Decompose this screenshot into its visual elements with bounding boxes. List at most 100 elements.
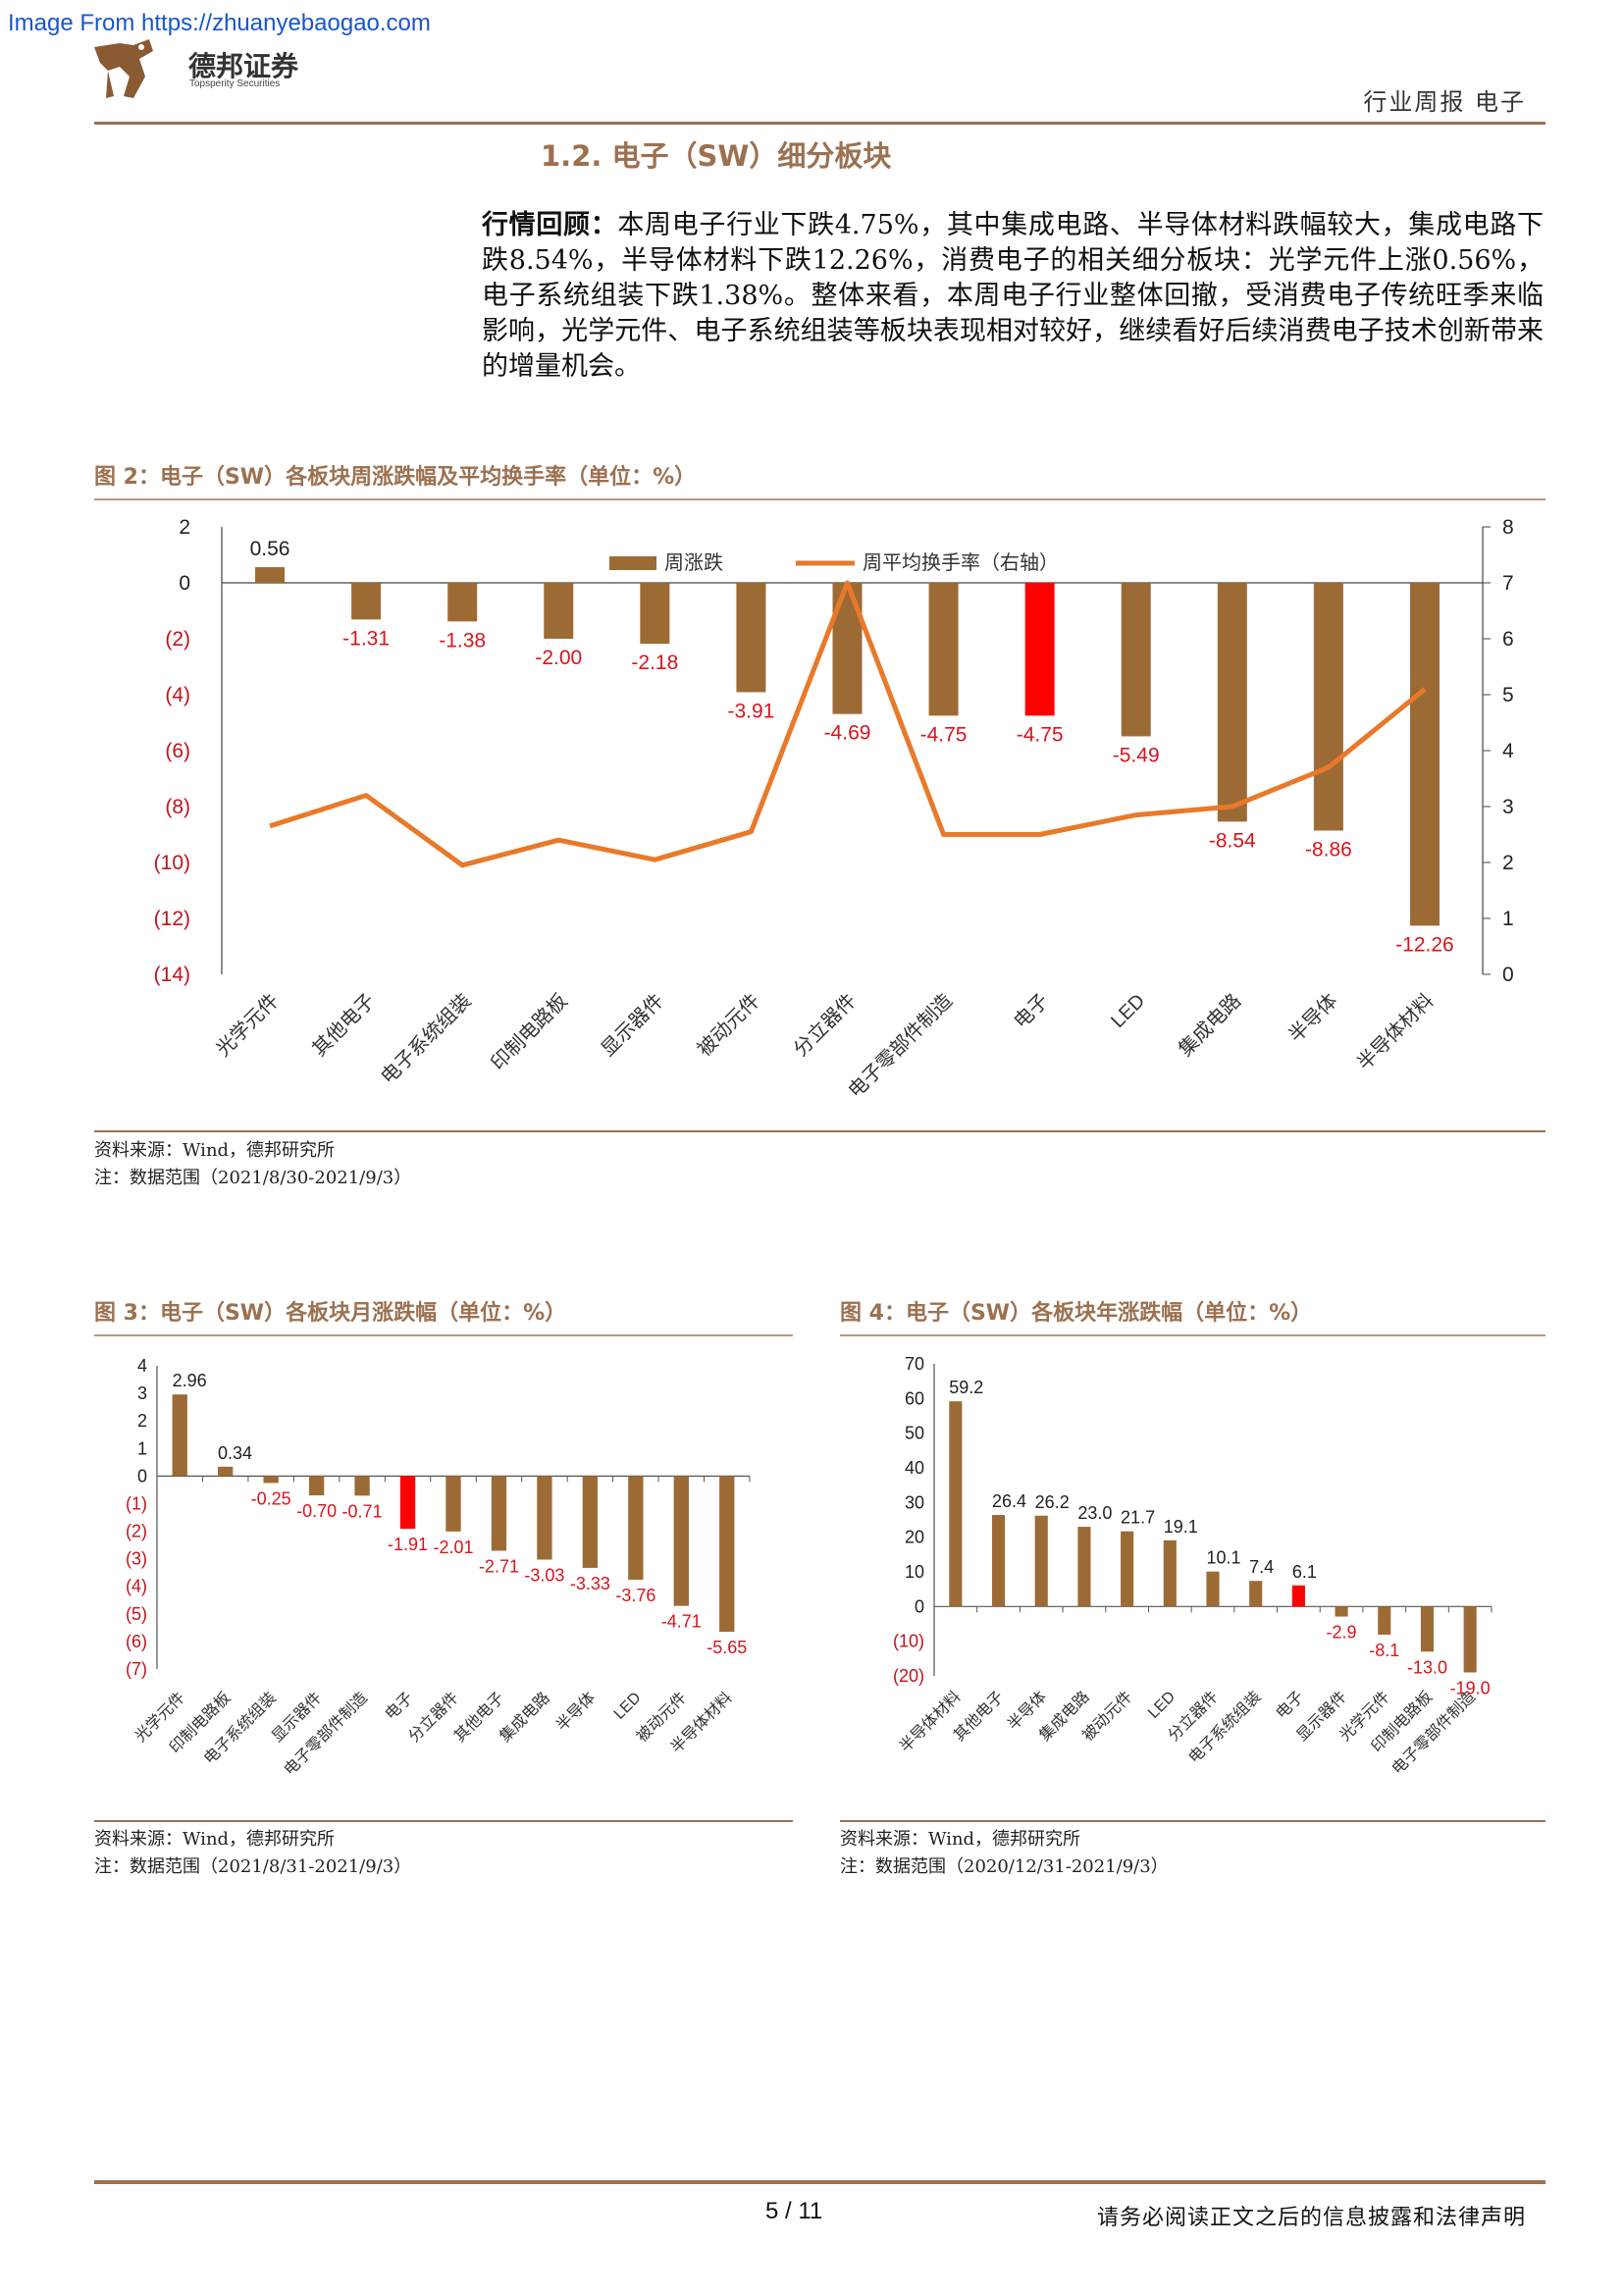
yearly-change-chart: 706050403020100(10)(20)59.2半导体材料26.4其他电子… [893, 1354, 1493, 1778]
y-tick-label: 60 [905, 1388, 924, 1408]
data-label: -2.18 [631, 652, 678, 674]
bar [1077, 1527, 1091, 1607]
category-label: 电子 [1273, 1688, 1307, 1722]
legal-disclaimer: 请务必阅读正文之后的信息披露和法律声明 [1096, 2206, 1526, 2230]
bar [1463, 1606, 1477, 1673]
turnover-rate-line [269, 580, 1427, 868]
y-tick-label: 50 [905, 1424, 924, 1443]
category-label: 集成电路 [497, 1689, 553, 1746]
y-tick-label: 3 [137, 1383, 147, 1403]
left-tick-label: (10) [154, 852, 190, 874]
left-tick-label: (4) [165, 684, 190, 706]
category-label: 电子 [1010, 989, 1054, 1033]
bar [255, 567, 286, 583]
bar [1206, 1571, 1220, 1607]
y-tick-label: (4) [126, 1577, 147, 1596]
legend-bar-label: 周涨跌 [664, 551, 723, 574]
bar [1409, 583, 1440, 926]
data-label: -1.38 [439, 629, 486, 652]
left-tick-label: (14) [154, 964, 190, 986]
footer-divider [94, 2180, 1545, 2184]
figure-3-source: 资料来源：Wind，德邦研究所 [94, 1829, 336, 1850]
right-tick-label: 2 [1502, 852, 1514, 874]
bar [218, 1466, 234, 1477]
page-number: 5 / 11 [765, 2198, 823, 2224]
bar [1024, 583, 1055, 716]
data-label: -0.25 [251, 1488, 291, 1508]
bar [1121, 583, 1151, 737]
data-label: 0.34 [218, 1443, 252, 1463]
left-tick-label: (6) [165, 740, 190, 762]
data-label: -2.9 [1327, 1623, 1357, 1643]
data-label: -2.01 [433, 1538, 473, 1557]
bar [1313, 583, 1343, 831]
bar [628, 1476, 644, 1580]
data-label: 10.1 [1206, 1548, 1240, 1568]
bar [949, 1401, 963, 1607]
data-label: -1.31 [342, 627, 390, 650]
bar [1335, 1606, 1348, 1617]
bar [263, 1476, 279, 1484]
left-tick-label: (2) [165, 628, 190, 651]
y-tick-label: 10 [905, 1562, 924, 1582]
y-tick-label: (6) [126, 1632, 147, 1651]
category-label: LED [611, 1690, 645, 1723]
figure-4-top-rule [840, 1334, 1545, 1336]
figure-3-title: 图 3：电子（SW）各板块月涨跌幅（单位：%） [94, 1301, 567, 1326]
legend-bar-swatch [609, 556, 656, 570]
data-label: 0.56 [250, 538, 290, 560]
bar [354, 1476, 370, 1496]
data-label: -8.1 [1369, 1641, 1399, 1660]
bar [719, 1476, 735, 1633]
bar [1420, 1606, 1435, 1652]
y-tick-label: (5) [126, 1604, 147, 1624]
category-label: 集成电路 [1175, 989, 1246, 1061]
y-tick-label: 1 [137, 1438, 147, 1458]
figure-2-title: 图 2：电子（SW）各板块周涨跌幅及平均换手率（单位：%） [94, 465, 697, 490]
y-tick-label: (2) [126, 1522, 147, 1541]
data-label: -3.33 [570, 1574, 610, 1593]
brand-name-cn: 德邦证券 [188, 50, 299, 82]
data-label: 19.1 [1164, 1517, 1198, 1537]
bar [399, 1476, 416, 1530]
y-tick-label: 20 [905, 1528, 924, 1547]
data-label: -2.71 [479, 1556, 519, 1576]
right-tick-label: 0 [1502, 964, 1514, 986]
data-label: -1.91 [388, 1535, 428, 1554]
category-label: 光学元件 [212, 989, 284, 1061]
y-tick-label: 30 [905, 1492, 924, 1512]
right-tick-label: 4 [1502, 740, 1514, 762]
category-label: 电子系统组装 [1185, 1688, 1265, 1767]
figure-4-note: 注：数据范围（2020/12/31-2021/9/3） [840, 1856, 1169, 1877]
bar [537, 1476, 552, 1560]
data-label: 6.1 [1292, 1562, 1317, 1582]
bar [640, 583, 670, 645]
data-label: 59.2 [949, 1378, 983, 1397]
bar [1121, 1531, 1134, 1607]
report-category: 行业周报 电子 [1363, 88, 1526, 116]
bar [673, 1476, 689, 1606]
category-label: 其他电子 [308, 989, 380, 1061]
data-label: -4.69 [824, 722, 871, 745]
category-label: 电子系统组装 [377, 989, 476, 1088]
y-tick-label: (20) [893, 1666, 924, 1686]
data-label: -19.0 [1450, 1678, 1491, 1697]
weekly-change-chart: 2 0 (2) (4) (6) (8) (10) (12) (14) 8 7 6 5 4 3 2 1 0 0.56 光… [154, 516, 1514, 1103]
category-label: 半导体材料 [1353, 989, 1439, 1074]
section-title: 1.2. 电子（SW）细分板块 [541, 139, 892, 173]
paragraph-body: 本周电子行业下跌4.75%，其中集成电路、半导体材料跌幅较大，集成电路下跌8.5… [482, 210, 1545, 382]
brand-name-en: Topsperity Securities [189, 78, 281, 89]
data-label: -4.75 [920, 723, 968, 746]
y-tick-label: (10) [893, 1632, 924, 1651]
bar [308, 1476, 325, 1496]
y-tick-label: 40 [905, 1458, 924, 1478]
bar [447, 583, 478, 622]
header-divider [94, 122, 1545, 125]
category-label: 被动元件 [693, 989, 764, 1061]
right-tick-label: 8 [1502, 516, 1514, 539]
monthly-change-chart: 43210(1)(2)(3)(4)(5)(6)(7)2.96光学元件0.34印制… [126, 1356, 751, 1779]
watermark-text: Image From https://zhuanyebaogao.com [8, 10, 431, 36]
right-tick-label: 7 [1502, 572, 1514, 595]
category-label: 半导体 [553, 1689, 600, 1735]
bar [1217, 583, 1247, 822]
